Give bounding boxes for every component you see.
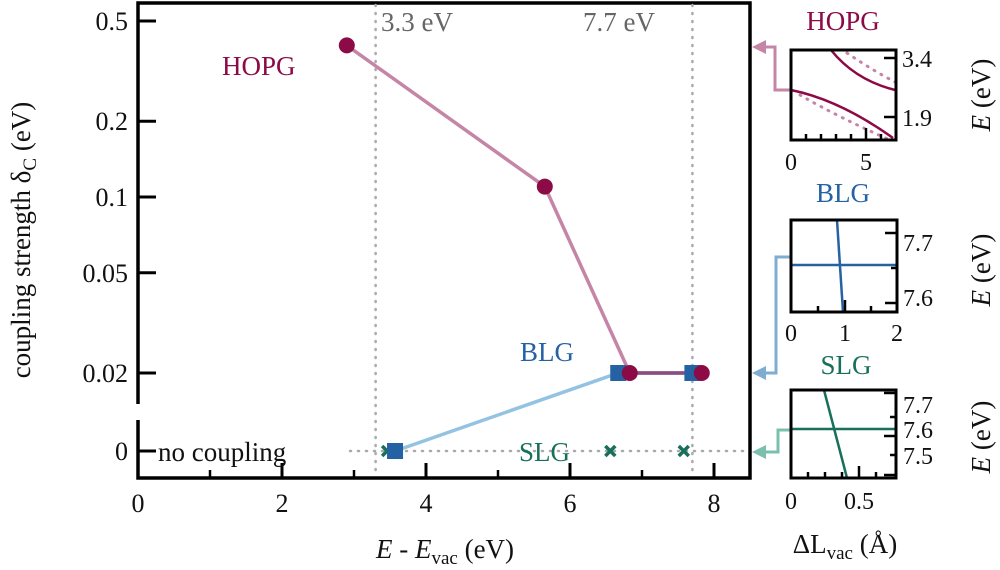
- hopg-arrow: [764, 45, 791, 92]
- inset-blg: BLG 7.7 7.6 0 1 2 E (eV): [785, 178, 996, 347]
- inset-slg-xtick: 0.5: [844, 489, 874, 515]
- connector-arrows: [752, 40, 791, 459]
- inset-slg-title: SLG: [820, 350, 871, 380]
- hopg-curve-lower-dotted: [798, 93, 892, 142]
- blg-arrow-head: [752, 366, 766, 380]
- inset-blg-title: BLG: [816, 178, 870, 208]
- label-blg: BLG: [520, 337, 574, 367]
- inset-hopg-frame: [789, 48, 898, 142]
- inset-x-axis-label: ΔLvac (Å): [793, 529, 897, 564]
- inset-blg-xtick: 1: [839, 321, 851, 347]
- hopg-curve-upper: [830, 49, 896, 92]
- slg-point: [604, 444, 617, 458]
- hopg-point: [338, 37, 355, 54]
- inset-blg-ytick: 7.7: [903, 231, 933, 257]
- inset-blg-ytick: 7.6: [903, 286, 933, 312]
- slg-line-steep: [822, 389, 849, 479]
- blg-point: [610, 365, 627, 382]
- main-plot: 0 2 4 6 8 0.5 0.2 0.1 0.05 0.02 0 3.3 eV 7.7 eV HO…: [6, 1, 752, 569]
- inset-slg-frame: [789, 388, 898, 480]
- inset-slg-xtick: 0: [785, 489, 797, 515]
- inset-hopg-ytick: 1.9: [902, 106, 932, 132]
- label-no-coupling: no coupling: [158, 437, 286, 467]
- inset-hopg: HOPG 3.4 1.9 0 5 E (eV): [785, 6, 996, 176]
- hopg-point: [536, 178, 553, 195]
- inset-blg-xtick: 0: [785, 321, 797, 347]
- vline-label-7.7: 7.7 eV: [583, 7, 655, 37]
- y-tick-label: 0.5: [96, 7, 129, 36]
- inset-hopg-title: HOPG: [806, 6, 880, 36]
- inset-hopg-ytick: 3.4: [902, 47, 932, 73]
- hopg-curve-lower: [790, 88, 894, 140]
- y-tick-label: 0.05: [83, 259, 129, 288]
- inset-slg-ticks: [806, 391, 896, 478]
- label-slg: SLG: [519, 437, 570, 467]
- blg-line-steep: [835, 219, 845, 313]
- inset-blg-ylabel: E (eV): [966, 234, 996, 308]
- inset-slg-ytick: 7.5: [903, 444, 933, 470]
- x-axis-label: E - Evac (eV): [375, 534, 514, 569]
- x-tick-label: 2: [276, 489, 289, 518]
- inset-slg-ylabel: E (eV): [966, 401, 996, 475]
- inset-blg-ticks: [816, 231, 897, 312]
- inset-slg-ytick: 7.7: [903, 393, 933, 419]
- blg-arrow: [764, 255, 791, 375]
- inset-blg-xtick: 2: [891, 321, 903, 347]
- inset-slg-ytick: 7.6: [903, 418, 933, 444]
- inset-hopg-xtick: 5: [860, 150, 872, 176]
- blg-point: [387, 443, 404, 459]
- inset-hopg-ticks: [804, 56, 896, 140]
- hopg-arrow-head: [752, 40, 766, 54]
- x-tick-label: 8: [708, 489, 721, 518]
- y-tick-label: 0.2: [96, 107, 129, 136]
- slg-arrow: [764, 428, 791, 454]
- hopg-point: [693, 365, 710, 382]
- y-axis-label: coupling strength δC (eV): [6, 102, 41, 379]
- slg-arrow-head: [752, 445, 766, 459]
- inset-hopg-ylabel: E (eV): [966, 59, 996, 133]
- x-tick-label: 0: [132, 489, 145, 518]
- slg-point: [677, 444, 690, 458]
- y-tick-label: 0.02: [83, 359, 129, 388]
- x-tick-label: 6: [564, 489, 577, 518]
- vline-label-3.3: 3.3 eV: [381, 7, 453, 37]
- hopg-point: [621, 365, 638, 382]
- y-tick-label: 0.1: [96, 183, 129, 212]
- inset-hopg-xtick: 0: [785, 150, 797, 176]
- x-tick-label: 4: [420, 489, 433, 518]
- y-tick-label: 0: [115, 437, 128, 466]
- hopg-line: [345, 43, 702, 375]
- label-hopg: HOPG: [222, 51, 296, 81]
- inset-slg: SLG 7.7 7.6 7.5 0 0.5 E (eV) ΔLvac (Å): [785, 350, 996, 564]
